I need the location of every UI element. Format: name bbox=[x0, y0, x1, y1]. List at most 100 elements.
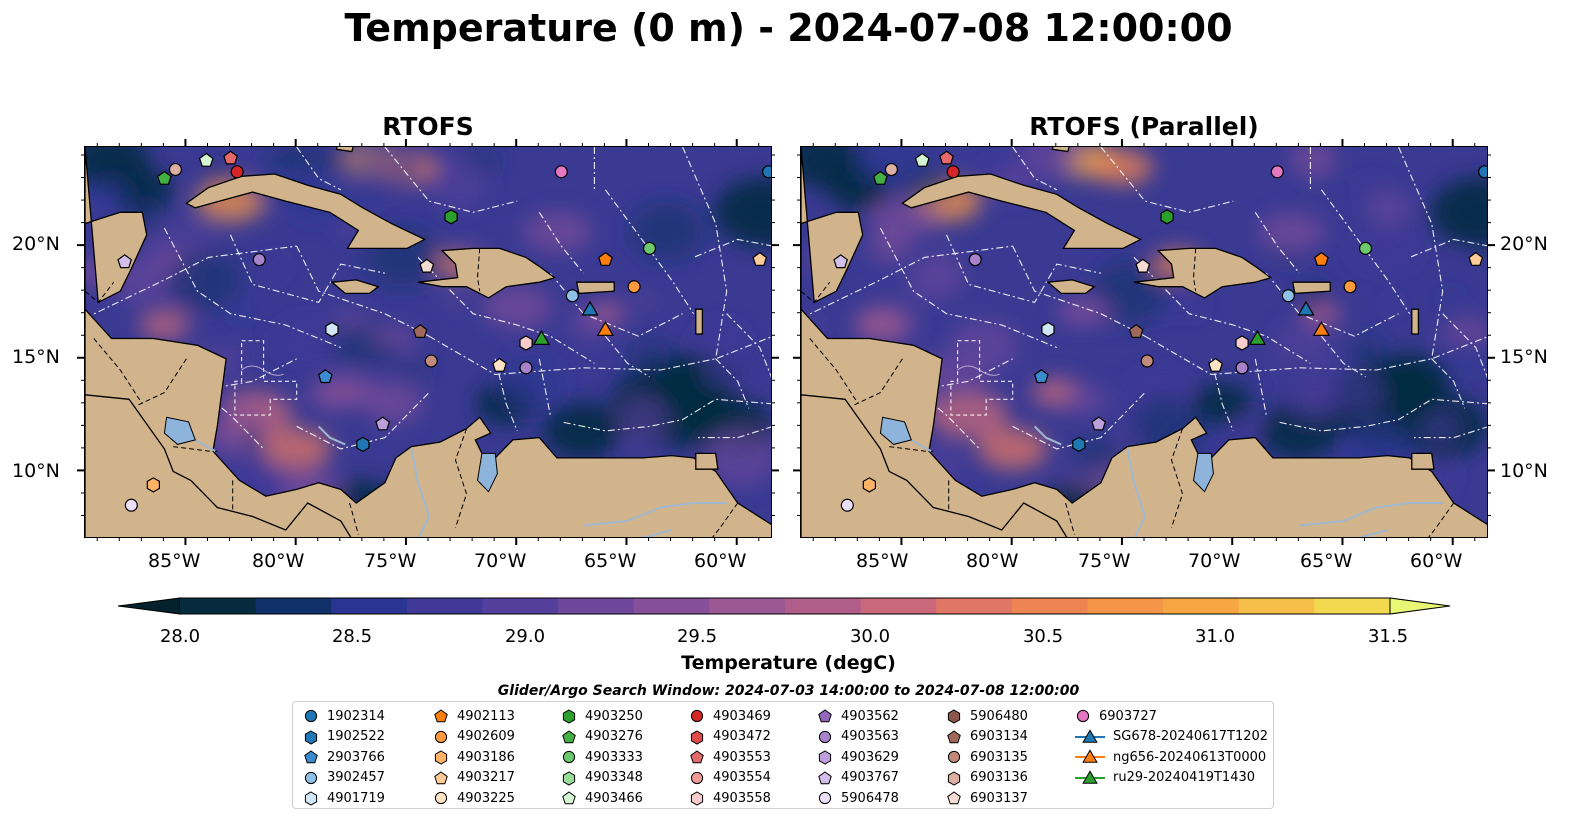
marker-4903562[interactable] bbox=[519, 361, 533, 375]
marker-6903134[interactable] bbox=[1128, 323, 1144, 338]
legend-label: 4902609 bbox=[457, 729, 515, 744]
marker-4902609[interactable] bbox=[1343, 280, 1357, 294]
marker-4903186[interactable] bbox=[146, 477, 161, 493]
marker-4903186[interactable] bbox=[862, 477, 877, 493]
marker-4903469[interactable] bbox=[946, 165, 960, 179]
marker-4903333[interactable] bbox=[642, 241, 657, 255]
marker-SG678-20240617T1202[interactable] bbox=[581, 300, 599, 316]
marker-4903563[interactable] bbox=[968, 253, 982, 267]
legend-label: 5906480 bbox=[970, 708, 1028, 724]
legend-marker-icon bbox=[562, 709, 576, 724]
marker-4903250[interactable] bbox=[444, 209, 458, 225]
marker-4903466[interactable] bbox=[914, 152, 930, 167]
legend-label: ng656-20240613T0000 bbox=[1113, 749, 1267, 765]
marker-4903553[interactable] bbox=[223, 150, 238, 165]
legend-label: ru29-20240419T1430 bbox=[1113, 770, 1256, 785]
legend-marker-icon bbox=[434, 730, 448, 743]
legend-label: 4903767 bbox=[841, 770, 899, 785]
marker-4903276[interactable] bbox=[872, 170, 888, 185]
legend-marker-icon bbox=[947, 791, 961, 805]
legend-marker-icon bbox=[434, 770, 448, 784]
marker-4903469[interactable] bbox=[230, 165, 244, 179]
marker-ru29-20240419T1430[interactable] bbox=[1248, 329, 1267, 345]
legend-item: 4903225 bbox=[433, 788, 515, 808]
legend-label: 5906478 bbox=[841, 790, 899, 806]
colorbar-tick-label: 30.5 bbox=[1022, 626, 1064, 647]
marker-6903135[interactable] bbox=[424, 354, 438, 368]
marker-4901719[interactable] bbox=[325, 321, 339, 338]
colorbar-tick-label: 31.0 bbox=[1194, 626, 1236, 647]
legend-label: 4903558 bbox=[713, 790, 771, 806]
marker-4901719[interactable] bbox=[1041, 321, 1055, 338]
legend-marker-icon bbox=[304, 750, 318, 764]
marker-4902113[interactable] bbox=[598, 251, 613, 266]
marker-4903217[interactable] bbox=[1468, 251, 1484, 266]
marker-4903250[interactable] bbox=[1160, 209, 1174, 225]
marker-1902314[interactable] bbox=[762, 165, 772, 179]
map-panel-rtofs[interactable] bbox=[84, 146, 772, 538]
legend-label: 4903225 bbox=[457, 790, 515, 806]
marker-4903563[interactable] bbox=[252, 253, 266, 267]
marker-5906478[interactable] bbox=[124, 498, 138, 512]
land-bahamas1 bbox=[335, 147, 354, 153]
marker-5906478[interactable] bbox=[840, 498, 854, 512]
marker-4903629[interactable] bbox=[1091, 416, 1107, 431]
marker-4903553[interactable] bbox=[939, 150, 954, 165]
legend-marker-icon bbox=[690, 791, 704, 806]
marker-4903562[interactable] bbox=[1235, 361, 1249, 375]
marker-2903766[interactable] bbox=[1033, 369, 1049, 384]
marker-4903225[interactable] bbox=[1208, 357, 1223, 372]
marker-4903558[interactable] bbox=[519, 335, 533, 351]
marker-4903225[interactable] bbox=[492, 357, 507, 372]
legend-marker-icon bbox=[434, 709, 448, 723]
lon-tick-label: 80°W bbox=[966, 550, 1019, 572]
lon-tick-label: 65°W bbox=[1300, 550, 1353, 572]
marker-3902457[interactable] bbox=[565, 289, 579, 303]
marker-2903766[interactable] bbox=[317, 369, 333, 384]
map-panel-rtofs-parallel[interactable] bbox=[800, 146, 1488, 538]
marker-3902457[interactable] bbox=[1281, 289, 1295, 303]
marker-6903136[interactable] bbox=[168, 162, 182, 177]
marker-4902609[interactable] bbox=[627, 280, 641, 294]
legend-label: 4903276 bbox=[585, 729, 643, 744]
marker-4903767[interactable] bbox=[117, 254, 133, 269]
legend-label: 1902522 bbox=[327, 729, 385, 744]
marker-4903558[interactable] bbox=[1235, 335, 1249, 351]
marker-6903727[interactable] bbox=[1270, 165, 1284, 179]
marker-6903137[interactable] bbox=[1135, 258, 1151, 273]
figure-title: Temperature (0 m) - 2024-07-08 12:00:00 bbox=[344, 6, 1233, 50]
legend-label: 4903466 bbox=[585, 790, 643, 806]
marker-ng656-20240613T0000[interactable] bbox=[1312, 320, 1331, 336]
marker-6903134[interactable] bbox=[412, 323, 428, 338]
colorbar-tick-label: 29.5 bbox=[676, 626, 718, 647]
legend-item: 4903276 bbox=[561, 727, 643, 747]
marker-4903217[interactable] bbox=[752, 251, 768, 266]
legend-marker-icon bbox=[562, 791, 576, 805]
marker-6903135[interactable] bbox=[1140, 354, 1154, 368]
marker-ru29-20240419T1430[interactable] bbox=[532, 329, 551, 345]
landmass bbox=[801, 147, 1487, 537]
marker-ng656-20240613T0000[interactable] bbox=[596, 320, 615, 336]
marker-1902522[interactable] bbox=[356, 436, 370, 453]
legend-item: 4901719 bbox=[303, 788, 385, 808]
panel-title-rtofs: RTOFS bbox=[382, 112, 474, 141]
marker-1902314[interactable] bbox=[1478, 165, 1488, 179]
marker-4903767[interactable] bbox=[833, 254, 849, 269]
marker-SG678-20240617T1202[interactable] bbox=[1297, 300, 1315, 316]
marker-4903333[interactable] bbox=[1358, 241, 1373, 255]
map-canvas[interactable] bbox=[801, 147, 1488, 538]
axis-ticks bbox=[77, 139, 1495, 545]
marker-6903136[interactable] bbox=[884, 162, 898, 177]
marker-4903629[interactable] bbox=[375, 416, 391, 431]
marker-6903727[interactable] bbox=[554, 165, 568, 179]
land-jamaica bbox=[1046, 279, 1096, 295]
map-canvas[interactable] bbox=[85, 147, 772, 538]
legend-label: 4903629 bbox=[841, 749, 899, 765]
marker-1902522[interactable] bbox=[1072, 436, 1086, 453]
marker-4902113[interactable] bbox=[1314, 251, 1329, 266]
marker-6903137[interactable] bbox=[419, 258, 435, 273]
marker-4903276[interactable] bbox=[156, 170, 172, 185]
legend-label: 4903553 bbox=[713, 749, 771, 765]
legend-item: 5906480 bbox=[946, 706, 1028, 726]
marker-4903466[interactable] bbox=[198, 152, 214, 167]
